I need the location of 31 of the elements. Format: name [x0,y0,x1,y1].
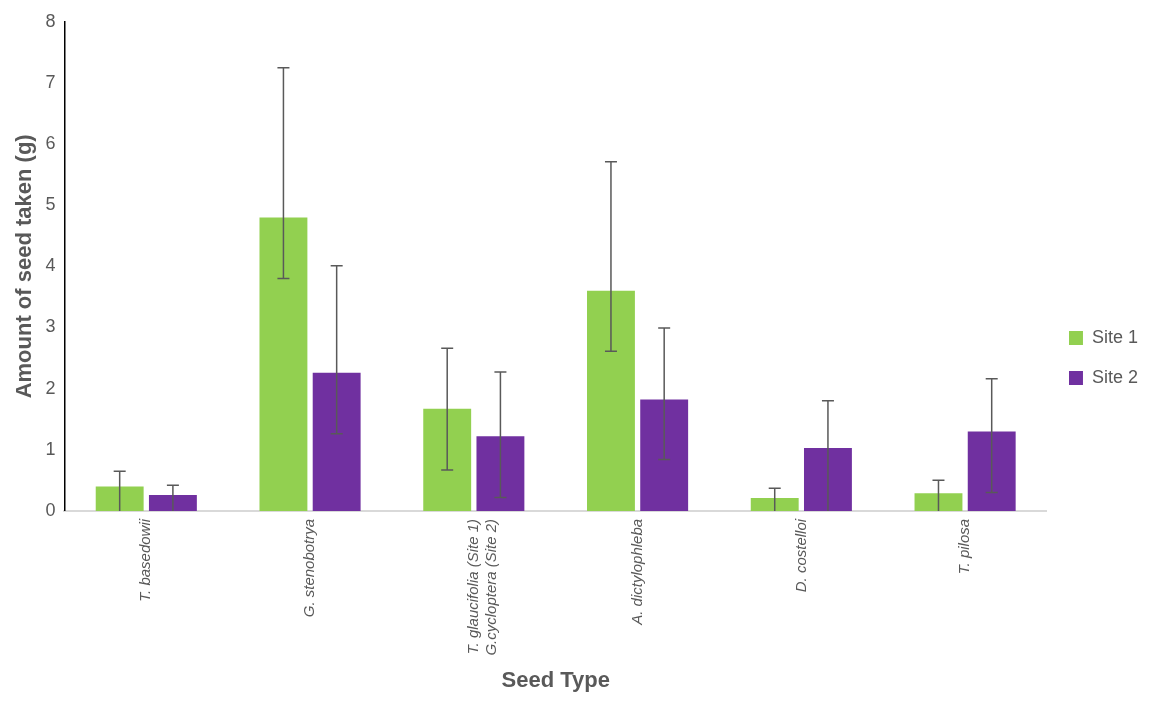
x-tick-label: A. dictylophleba [627,518,645,626]
y-tick-label: 5 [45,194,56,215]
bar [259,217,308,511]
y-tick-label: 3 [45,316,56,337]
x-tick-label: G. stenobotrya [300,518,318,618]
bar [750,498,799,511]
y-tick-label: 8 [45,10,56,31]
y-tick-label: 0 [45,499,56,520]
bar [640,399,689,511]
bar [803,447,852,511]
y-tick-label: 1 [45,438,56,459]
legend-label: Site 2 [1091,366,1138,387]
bar [423,408,472,511]
bar [587,290,635,511]
bar [95,486,144,511]
y-tick-label: 2 [45,377,56,398]
x-tick-label: T. basedowii [136,518,154,602]
bar [476,436,525,511]
bar [914,493,963,511]
bar [148,494,197,511]
x-tick-label: T. pilosa [955,518,973,575]
bar [967,431,1016,511]
x-tick-label: D. costelloi [791,518,809,593]
y-tick-label: 4 [45,255,56,276]
x-axis-title: Seed Type [501,666,610,692]
y-tick-label: 6 [45,133,56,154]
x-tick-label: T. glaucifolia (Site 1) G.cycloptera (Site 2) [463,518,499,656]
y-tick-label: 7 [45,71,56,92]
bar [312,372,361,511]
legend-label: Site 1 [1091,326,1138,347]
y-axis-title: Amount of seed taken (g) [11,134,37,399]
